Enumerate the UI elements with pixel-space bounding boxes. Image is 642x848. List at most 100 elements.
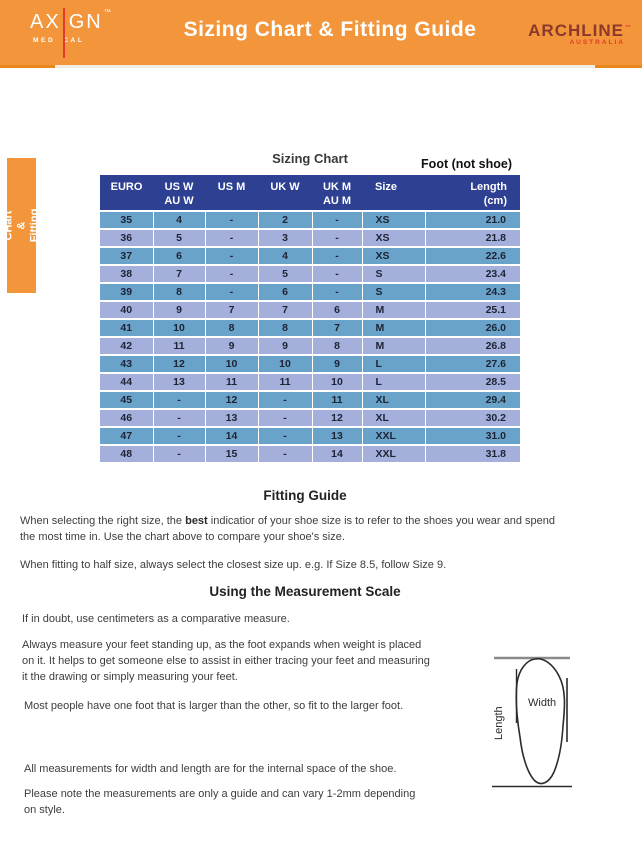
size-cell: - (258, 427, 313, 446)
size-cell: - (153, 427, 206, 446)
side-tab-label: Sizing CHart & Fitting Guide (0, 208, 54, 243)
size-cell: 41 (100, 319, 154, 338)
size-cell: 8 (205, 319, 259, 338)
size-cell: 10 (258, 355, 313, 374)
width-label: Width (528, 697, 556, 709)
size-cell: 23.4 (425, 265, 520, 284)
axign-word-left: AX (30, 11, 61, 33)
table-row: 48-15-14 XXL 31.8 (100, 445, 520, 464)
size-cell: 31.0 (425, 427, 520, 446)
axign-medical-logo: AX GN ™ MED CAL (30, 8, 125, 58)
size-cell: 4 (153, 211, 206, 230)
table-row: 36 5-3- XS 21.8 (100, 229, 520, 248)
fitting-p1-text: When selecting the right size, the (20, 515, 186, 527)
size-cell: 6 (258, 283, 313, 302)
size-cell: - (312, 265, 363, 284)
table-row: 35 4-2- XS 21.0 (100, 211, 520, 230)
size-cell: XL (362, 391, 426, 410)
size-cell: - (205, 229, 259, 248)
size-cell: M (362, 301, 426, 320)
size-cell: 15 (205, 445, 259, 464)
size-cell: 26.8 (425, 337, 520, 356)
col-header-size: Size (362, 175, 425, 212)
size-cell: 6 (153, 247, 206, 266)
size-cell: - (153, 409, 206, 428)
size-cell: 9 (205, 337, 259, 356)
foot-measurement-diagram: Width Length (492, 656, 572, 788)
size-cell: 9 (258, 337, 313, 356)
size-cell: - (312, 211, 363, 230)
axign-sub-left: MED (33, 37, 56, 44)
size-cell: 8 (312, 337, 363, 356)
size-cell: 36 (100, 229, 154, 248)
size-cell: 35 (100, 211, 154, 230)
size-cell: 13 (312, 427, 363, 446)
measurement-scale-heading: Using the Measurement Scale (209, 584, 401, 599)
table-row: 45-12-11 XL 29.4 (100, 391, 520, 410)
size-cell: M (362, 319, 426, 338)
size-cell: 7 (258, 301, 313, 320)
banner-underline (0, 65, 642, 68)
size-cell: S (362, 265, 426, 284)
table-row: 47-14-13 XXL 31.0 (100, 427, 520, 446)
size-table-body: 35 4-2- XS 21.0 36 5-3- XS 21.8 37 6-4- XS 22.6 38 7-… (100, 211, 520, 464)
side-tab-sizing-chart: Sizing CHart & Fitting Guide (0, 158, 53, 293)
size-cell: - (258, 409, 313, 428)
size-cell: 10 (312, 373, 363, 392)
size-cell: 24.3 (425, 283, 520, 302)
size-cell: 28.5 (425, 373, 520, 392)
size-cell: 13 (205, 409, 259, 428)
size-cell: 38 (100, 265, 154, 284)
archline-logo: ARCHLINE™ AUSTRALIA (528, 21, 631, 46)
measurement-paragraph-4: All measurements for width and length ar… (24, 763, 397, 775)
table-row: 37 6-4- XS 22.6 (100, 247, 520, 266)
size-cell: XS (362, 211, 426, 230)
size-cell: 47 (100, 427, 154, 446)
archline-name: ARCHLINE (528, 21, 624, 40)
size-cell: 10 (205, 355, 259, 374)
measurement-paragraph-2: Always measure your feet standing up, as… (22, 639, 430, 683)
size-cell: - (205, 211, 259, 230)
foot-outline (515, 657, 566, 785)
size-cell: 5 (258, 265, 313, 284)
size-cell: 42 (100, 337, 154, 356)
size-cell: 12 (312, 409, 363, 428)
fitting-p1-text-cont: indicatior of your shoe size is to refer… (20, 515, 556, 543)
size-cell: 31.8 (425, 445, 520, 464)
size-cell: - (205, 247, 259, 266)
archline-region: AUSTRALIA (569, 39, 625, 46)
col-header-length: Length (cm) (425, 175, 520, 212)
size-cell: S (362, 283, 426, 302)
col-header-us-m: US M (205, 175, 258, 212)
size-cell: 2 (258, 211, 313, 230)
col-header-us-w: US W AU W (153, 175, 205, 212)
axign-wordmark: AX GN ™ (30, 9, 125, 34)
size-cell: 13 (153, 373, 206, 392)
axign-word-right: GN (68, 11, 103, 33)
size-cell: 30.2 (425, 409, 520, 428)
size-cell: 9 (312, 355, 363, 374)
size-cell: - (153, 391, 206, 410)
measurement-paragraph-3: Most people have one foot that is larger… (24, 700, 404, 712)
col-header-euro: EURO (100, 175, 153, 212)
size-cell: - (205, 283, 259, 302)
axign-sub-right: CAL (63, 37, 85, 44)
table-row: 38 7-5- S 23.4 (100, 265, 520, 284)
size-cell: 21.0 (425, 211, 520, 230)
page-title: Sizing Chart & Fitting Guide (183, 18, 477, 41)
fitting-paragraph-2: When fitting to half size, always select… (20, 559, 447, 571)
fitting-guide-heading: Fitting Guide (263, 488, 347, 503)
axign-medical-sub: MED CAL (33, 37, 125, 44)
size-cell: 14 (205, 427, 259, 446)
length-label: Length (493, 706, 505, 740)
col-header-uk-m: UK M AU M (312, 175, 362, 212)
axign-red-line (63, 8, 65, 58)
table-row: 40 9 7 7 6 M 25.1 (100, 301, 520, 320)
size-cell: 21.8 (425, 229, 520, 248)
size-cell: 3 (258, 229, 313, 248)
size-cell: 27.6 (425, 355, 520, 374)
size-cell: 43 (100, 355, 154, 374)
size-cell: 45 (100, 391, 154, 410)
archline-wordmark: ARCHLINE™ (528, 21, 631, 41)
